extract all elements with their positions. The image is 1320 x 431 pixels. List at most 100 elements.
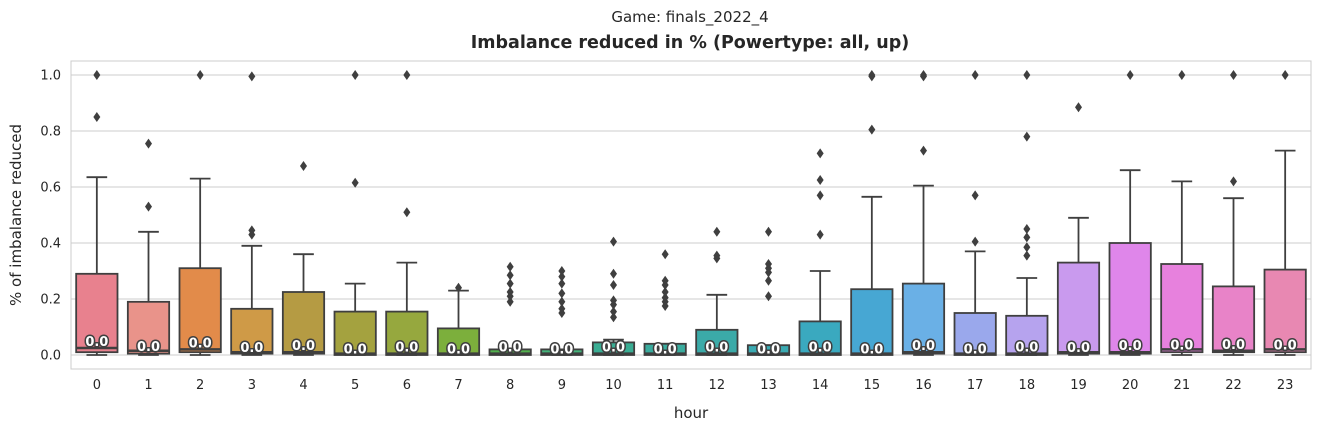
outlier-point [506,278,514,289]
x-tick-label: 13 [760,378,777,393]
box-hour-8: 0.0 [488,261,532,357]
box-hour-4: 0.0 [281,161,326,356]
outlier-point [558,288,566,299]
median-label: 0.0 [189,336,212,351]
outlier-point [93,112,101,122]
outlier-point [300,161,307,171]
median-label: 0.0 [757,343,780,358]
outlier-point [351,70,359,80]
outlier-point [816,175,824,185]
box-hour-3: 0.0 [230,71,274,358]
median-label: 0.0 [654,343,677,358]
iqr-box [75,272,119,354]
iqr-box [695,328,739,356]
box-hour-17: 0.0 [953,70,997,359]
box-hour-23: 0.0 [1263,70,1307,356]
outlier-point [920,70,927,80]
outlier-point [1023,70,1031,80]
outlier-point [971,70,979,80]
box-hour-0: 0.0 [75,70,119,356]
outlier-point [610,280,617,290]
x-axis-label: hour [674,404,709,422]
x-tick-label: 22 [1225,378,1242,393]
median-label: 0.0 [1015,341,1038,356]
outlier-point [713,250,721,261]
x-tick-label: 20 [1122,378,1139,393]
box-hour-12: 0.0 [695,226,739,357]
outlier-point [765,226,772,237]
median-label: 0.0 [85,335,108,350]
box-hour-5: 0.0 [333,70,377,359]
x-tick-label: 23 [1277,378,1294,393]
outlier-point [145,138,152,149]
median-label: 0.0 [395,341,418,356]
box-hour-9: 0.0 [540,266,584,359]
outlier-point [1023,131,1031,142]
outlier-point [558,271,566,282]
outlier-point [661,249,669,260]
y-tick-label: 0.2 [40,293,61,308]
outlier-point [506,287,514,297]
outlier-point [816,190,824,201]
outlier-point [971,190,979,201]
box-hour-6: 0.0 [385,70,429,357]
chart-title: Imbalance reduced in % (Powertype: all, … [471,33,910,53]
x-tick-label: 2 [196,378,204,393]
box-hour-13: 0.0 [746,226,791,359]
outlier-point [1023,224,1031,234]
outlier-point [1023,250,1031,261]
y-tick-labels: 0.0 0.2 0.4 0.6 0.8 1.0 [40,69,61,364]
iqr-box [901,282,946,355]
outlier-point [920,145,927,156]
outlier-point [661,292,669,303]
outlier-point [610,306,617,317]
outlier-point [403,70,411,80]
median-label: 0.0 [809,341,832,356]
outlier-point [558,278,566,289]
median-label: 0.0 [447,343,470,358]
iqr-box [333,310,377,356]
outlier-point [196,70,204,80]
box-hour-16: 0.0 [901,70,946,356]
median-label: 0.0 [1274,338,1297,353]
outlier-point [506,270,514,281]
x-tick-label: 10 [605,378,622,393]
median-label: 0.0 [292,339,315,354]
x-tick-label: 1 [144,378,152,393]
iqr-box [1056,261,1101,355]
outlier-point [1230,70,1237,80]
median-label: 0.0 [344,343,367,358]
y-tick-label: 0.6 [40,181,61,196]
iqr-box [385,310,429,356]
x-tick-labels: 0 1 2 3 4 5 6 7 8 9 10 11 12 13 14 15 16 17 18 19 20 21 22 23 [93,378,1294,393]
box-hour-7: 0.0 [436,282,481,359]
iqr-box [1263,268,1307,354]
median-label: 0.0 [1170,338,1193,353]
box-hour-2: 0.0 [178,70,222,356]
y-tick-label: 1.0 [40,69,61,84]
median-label: 0.0 [705,341,728,356]
iqr-box [746,344,791,356]
iqr-box [1005,314,1049,356]
median-label: 0.0 [964,343,987,358]
outlier-point [610,312,617,323]
outlier-point [610,295,617,306]
median-label: 0.0 [1222,338,1245,353]
iqr-box [643,342,687,356]
iqr-box [281,291,326,355]
outlier-point [506,296,514,307]
iqr-box [488,348,532,356]
outlier-point [1178,70,1186,80]
box-hour-15: 0.0 [850,70,894,359]
outlier-point [713,226,721,237]
outlier-point [558,266,566,276]
median-label: 0.0 [1067,341,1090,356]
x-tick-label: 17 [967,378,984,393]
outlier-point [1230,176,1237,187]
x-tick-label: 6 [403,378,411,393]
x-tick-label: 11 [657,378,674,393]
outlier-point [558,303,566,314]
outlier-point [455,282,462,293]
box-hour-18: 0.0 [1005,70,1049,357]
